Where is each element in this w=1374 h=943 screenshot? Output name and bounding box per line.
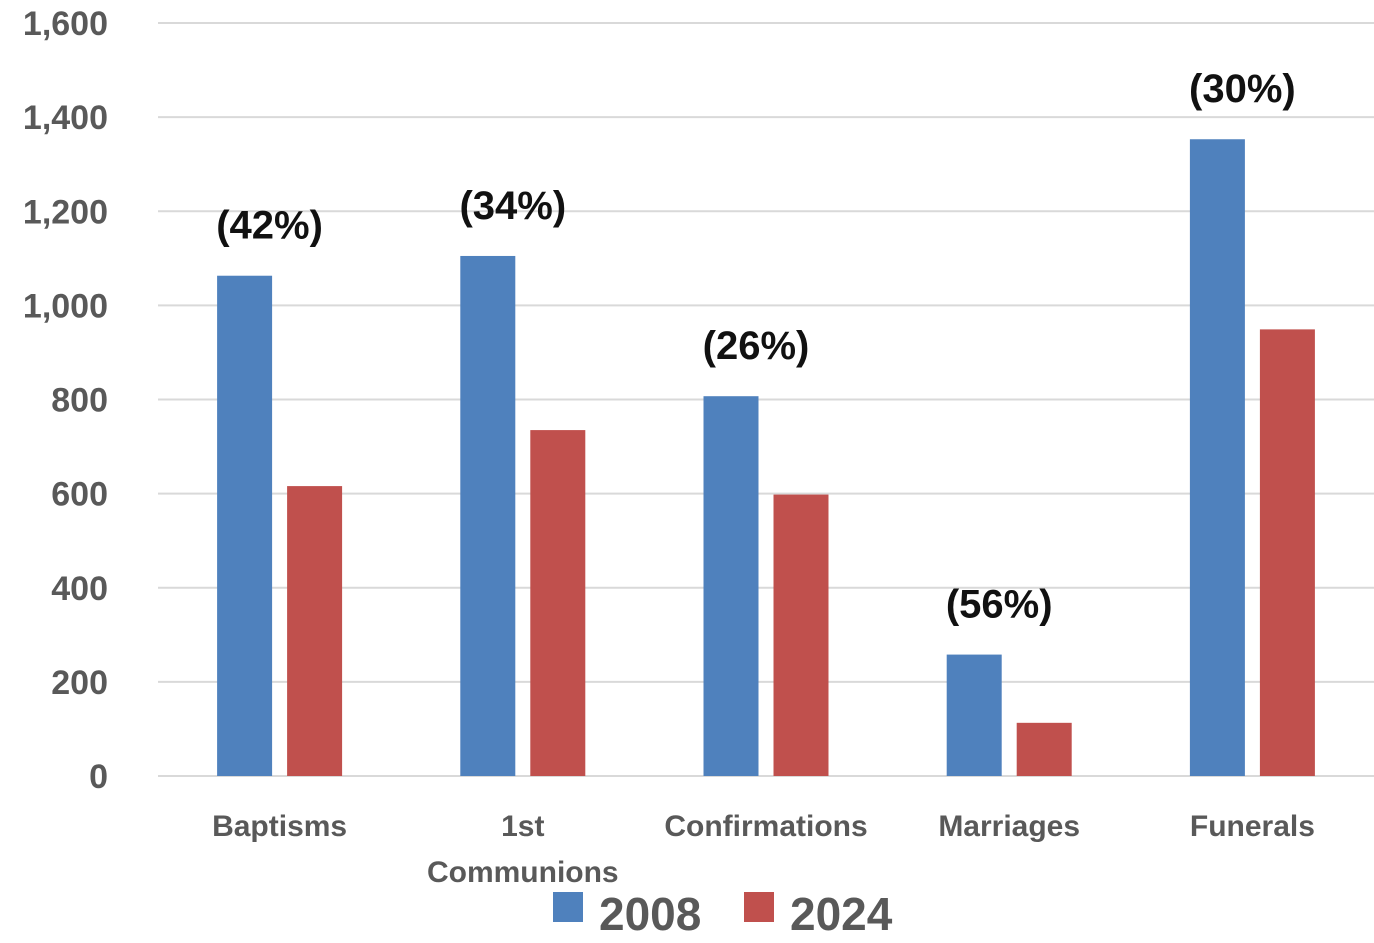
x-axis-category-labels: Baptisms 1st Communions Confirmations Marria… xyxy=(212,810,1315,889)
y-tick-label: 1,000 xyxy=(23,287,108,325)
percent-change-label: (34%) xyxy=(459,184,566,228)
bar-2024-baptisms xyxy=(287,486,343,776)
x-tick-label: Confirmations xyxy=(664,810,867,843)
bar-2024-funerals xyxy=(1259,329,1315,776)
legend-label: 2024 xyxy=(790,888,893,940)
bar-2008-1st-communions xyxy=(460,255,516,777)
legend: 2008 2024 xyxy=(553,888,893,940)
y-tick-label: 600 xyxy=(51,476,108,514)
y-axis-tick-labels: 0 200 400 600 800 1,000 1,200 1,400 1,600 xyxy=(23,5,108,796)
x-tick-label: Marriages xyxy=(938,810,1080,843)
percent-change-annotations: (42%) (34%) (26%) (56%) (30%) xyxy=(216,67,1296,626)
bar-2008-confirmations xyxy=(703,396,759,776)
bar-2008-funerals xyxy=(1189,139,1245,776)
y-tick-label: 1,200 xyxy=(23,193,108,231)
y-tick-label: 1,600 xyxy=(23,5,108,43)
percent-change-label: (26%) xyxy=(703,324,810,368)
legend-swatch xyxy=(553,892,583,922)
y-tick-label: 0 xyxy=(89,758,108,796)
y-tick-label: 800 xyxy=(51,382,108,420)
legend-item-2024: 2024 xyxy=(744,888,893,940)
gridlines xyxy=(158,22,1374,777)
percent-change-label: (56%) xyxy=(946,583,1053,627)
percent-change-label: (30%) xyxy=(1189,67,1296,111)
bar-2008-baptisms xyxy=(217,275,273,776)
x-tick-label: 1st Communions xyxy=(427,810,619,889)
bar-2008-marriages xyxy=(946,654,1002,776)
bars xyxy=(217,139,1315,777)
x-tick-label: Funerals xyxy=(1190,810,1315,843)
legend-label: 2008 xyxy=(599,888,701,940)
legend-item-2008: 2008 xyxy=(553,888,701,940)
x-tick-label: Baptisms xyxy=(212,810,347,843)
bar-2024-marriages xyxy=(1016,722,1072,776)
legend-swatch xyxy=(744,892,774,922)
percent-change-label: (42%) xyxy=(216,204,323,248)
y-tick-label: 200 xyxy=(51,664,108,702)
bar-2024-1st-communions xyxy=(530,430,586,776)
y-tick-label: 400 xyxy=(51,570,108,608)
bar-2024-confirmations xyxy=(773,494,829,776)
y-tick-label: 1,400 xyxy=(23,99,108,137)
